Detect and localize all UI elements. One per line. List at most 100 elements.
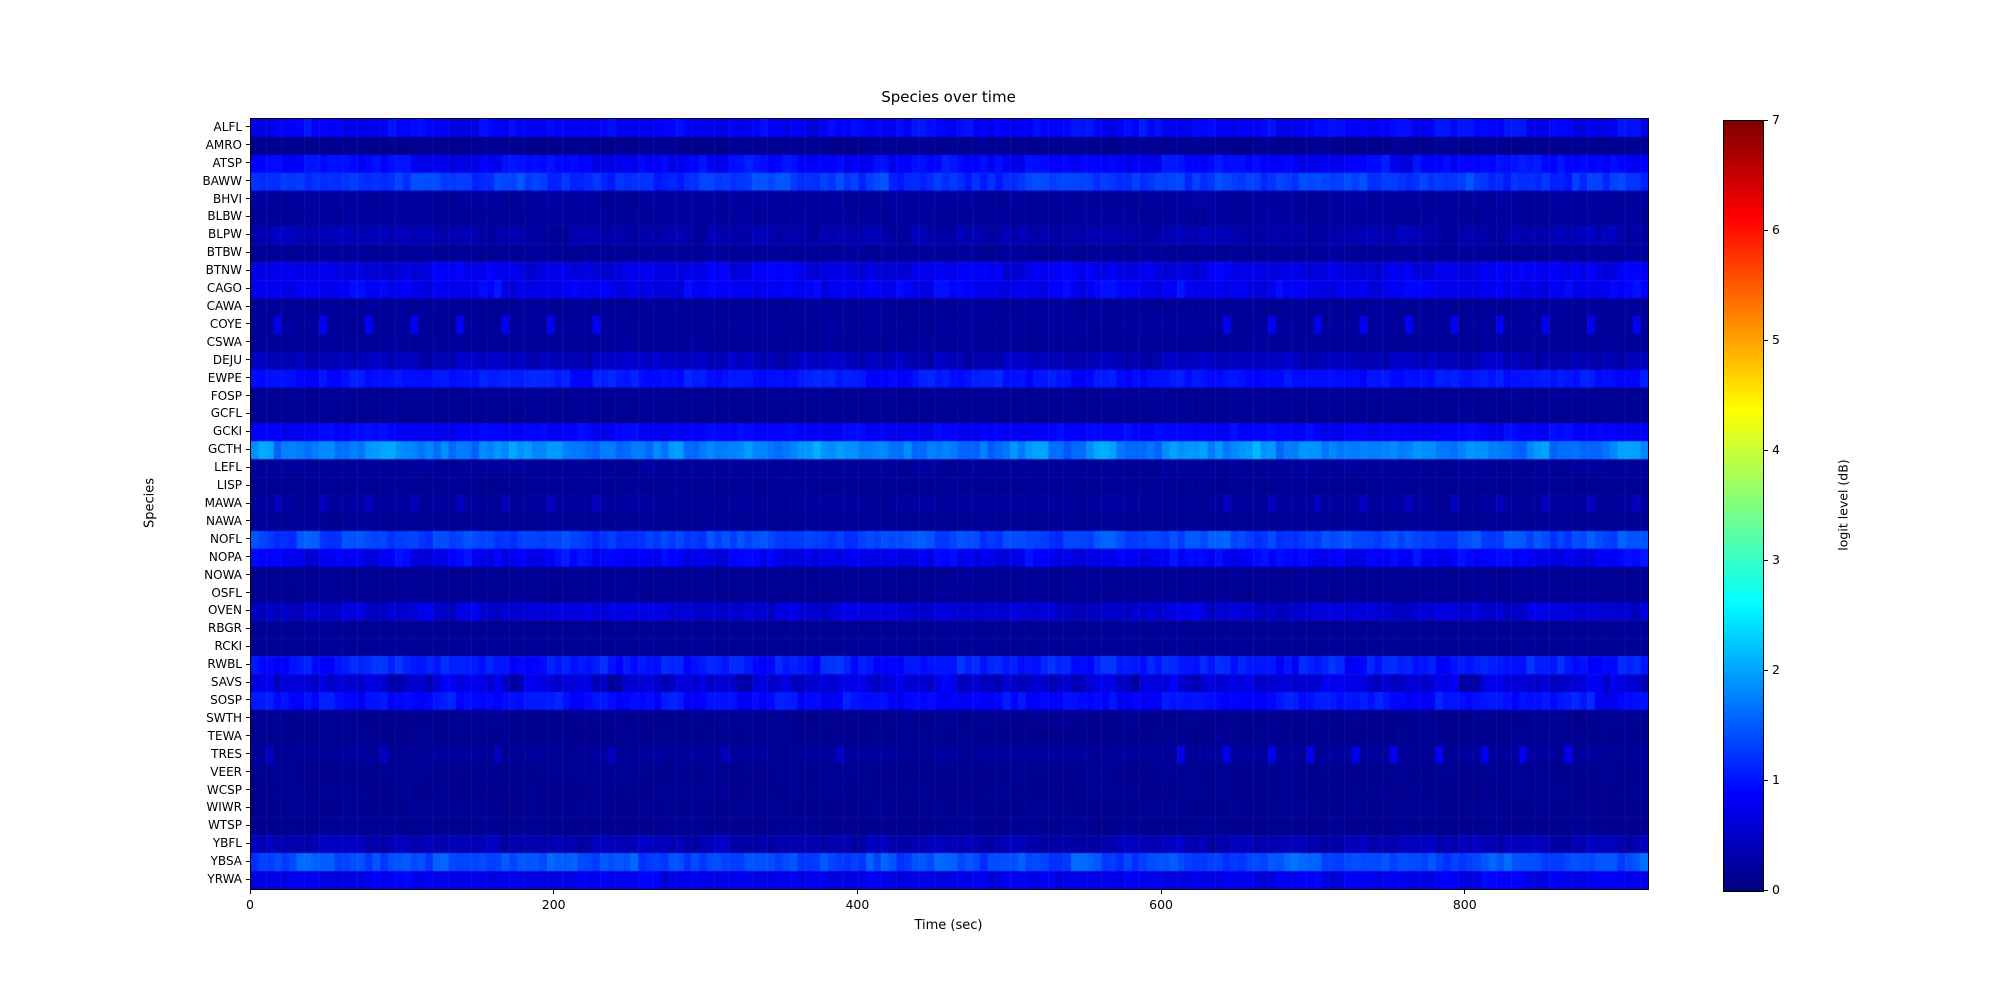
y-tick-label-OSFL: OSFL xyxy=(211,585,242,600)
colorbar-tick-label-6: 6 xyxy=(1772,222,1780,237)
heatmap-canvas xyxy=(251,119,1648,889)
y-tick-mark xyxy=(246,556,250,558)
colorbar-tick-mark xyxy=(1764,559,1768,561)
y-tick-label-BLBW: BLBW xyxy=(207,209,242,224)
y-tick-label-YBSA: YBSA xyxy=(210,854,242,869)
y-tick-mark xyxy=(246,359,250,361)
y-tick-mark xyxy=(246,663,250,665)
colorbar-tick-label-7: 7 xyxy=(1772,112,1780,127)
y-tick-label-BAWW: BAWW xyxy=(202,173,242,188)
colorbar-tick-mark xyxy=(1764,779,1768,781)
colorbar-canvas xyxy=(1724,121,1763,891)
y-tick-label-NOWA: NOWA xyxy=(204,567,242,582)
y-tick-label-GCFL: GCFL xyxy=(210,406,242,421)
x-tick-label-800: 800 xyxy=(1452,897,1477,912)
y-tick-mark xyxy=(246,753,250,755)
x-axis-label: Time (sec) xyxy=(914,918,983,933)
y-tick-label-LISP: LISP xyxy=(216,478,242,493)
y-tick-label-TRES: TRES xyxy=(211,746,242,761)
y-tick-mark xyxy=(246,233,250,235)
x-tick-mark xyxy=(553,890,555,894)
y-tick-label-COYE: COYE xyxy=(209,316,242,331)
y-tick-label-SWTH: SWTH xyxy=(206,710,242,725)
y-tick-mark xyxy=(246,771,250,773)
y-tick-label-ALFL: ALFL xyxy=(213,119,242,134)
y-tick-label-LEFL: LEFL xyxy=(214,460,242,475)
y-tick-label-OVEN: OVEN xyxy=(207,603,242,618)
y-tick-label-RCKI: RCKI xyxy=(214,639,242,654)
y-tick-mark xyxy=(246,180,250,182)
y-tick-mark xyxy=(246,592,250,594)
y-tick-mark xyxy=(246,609,250,611)
y-tick-label-YBFL: YBFL xyxy=(212,836,242,851)
y-tick-mark xyxy=(246,269,250,271)
y-tick-label-VEER: VEER xyxy=(210,764,242,779)
y-tick-label-BHVI: BHVI xyxy=(212,191,242,206)
y-tick-mark xyxy=(246,860,250,862)
y-tick-mark xyxy=(246,305,250,307)
chart-title: Species over time xyxy=(881,88,1016,106)
colorbar-tick-mark xyxy=(1764,119,1768,121)
y-tick-label-BTBW: BTBW xyxy=(206,245,242,260)
y-tick-label-RWBL: RWBL xyxy=(207,657,242,672)
y-tick-label-MAWA: MAWA xyxy=(204,496,242,510)
y-tick-mark xyxy=(246,878,250,880)
y-tick-mark xyxy=(246,842,250,844)
colorbar-label: logit level (dB) xyxy=(1835,459,1851,551)
y-tick-mark xyxy=(246,806,250,808)
colorbar-tick-label-5: 5 xyxy=(1772,332,1780,347)
y-tick-label-GCTH: GCTH xyxy=(207,442,242,457)
y-tick-mark xyxy=(246,699,250,701)
y-tick-mark xyxy=(246,466,250,468)
colorbar-tick-label-1: 1 xyxy=(1772,772,1780,787)
y-tick-label-ATSP: ATSP xyxy=(212,155,242,170)
y-tick-mark xyxy=(246,502,250,504)
heatmap-plot-area xyxy=(250,118,1649,890)
y-tick-mark xyxy=(246,323,250,325)
y-tick-label-WCSP: WCSP xyxy=(206,782,242,797)
colorbar-tick-label-3: 3 xyxy=(1772,552,1780,567)
y-tick-label-FOSP: FOSP xyxy=(210,388,242,403)
colorbar-tick-mark xyxy=(1764,669,1768,671)
y-tick-label-BLPW: BLPW xyxy=(207,227,242,242)
x-tick-label-600: 600 xyxy=(1149,897,1173,912)
y-tick-mark xyxy=(246,412,250,414)
y-tick-label-RBGR: RBGR xyxy=(208,621,242,636)
y-tick-mark xyxy=(246,395,250,397)
colorbar xyxy=(1723,120,1764,892)
y-tick-mark xyxy=(246,144,250,146)
y-tick-label-CAGO: CAGO xyxy=(206,281,242,296)
y-tick-label-WTSP: WTSP xyxy=(207,818,242,833)
y-tick-mark xyxy=(246,645,250,647)
x-tick-mark xyxy=(1160,890,1162,894)
y-tick-mark xyxy=(246,251,250,253)
y-tick-mark xyxy=(246,377,250,379)
y-tick-label-NOPA: NOPA xyxy=(208,549,242,564)
y-tick-mark xyxy=(246,198,250,200)
y-tick-label-SOSP: SOSP xyxy=(210,692,242,707)
y-tick-mark xyxy=(246,627,250,629)
colorbar-tick-mark xyxy=(1764,339,1768,341)
y-tick-mark xyxy=(246,341,250,343)
y-tick-mark xyxy=(246,574,250,576)
y-tick-label-WIWR: WIWR xyxy=(206,800,242,815)
y-tick-mark xyxy=(246,717,250,719)
y-tick-mark xyxy=(246,430,250,432)
colorbar-tick-label-4: 4 xyxy=(1772,442,1780,457)
y-tick-mark xyxy=(246,681,250,683)
y-tick-label-EWPE: EWPE xyxy=(207,370,242,385)
y-tick-mark xyxy=(246,448,250,450)
y-tick-label-YRWA: YRWA xyxy=(207,872,242,887)
y-tick-label-AMRO: AMRO xyxy=(205,137,242,152)
y-tick-label-SAVS: SAVS xyxy=(210,675,242,690)
y-tick-label-CSWA: CSWA xyxy=(206,334,242,349)
x-tick-label-400: 400 xyxy=(845,897,870,912)
y-tick-label-NAWA: NAWA xyxy=(206,513,242,528)
y-tick-mark xyxy=(246,520,250,522)
colorbar-tick-mark xyxy=(1764,449,1768,451)
colorbar-tick-label-0: 0 xyxy=(1772,882,1780,897)
y-tick-label-NOFL: NOFL xyxy=(209,531,242,546)
y-tick-label-GCKI: GCKI xyxy=(212,424,242,439)
x-tick-label-200: 200 xyxy=(541,897,566,912)
y-tick-label-BTNW: BTNW xyxy=(205,263,242,278)
